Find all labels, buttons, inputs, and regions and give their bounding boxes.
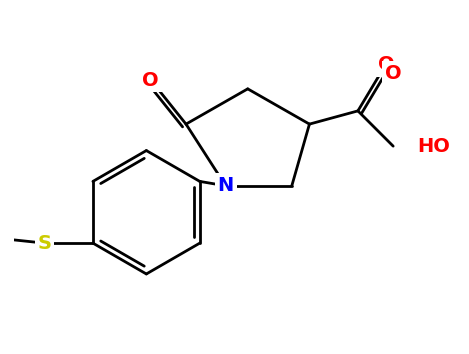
Text: N: N <box>218 176 234 195</box>
Text: HO: HO <box>417 137 450 156</box>
Text: O: O <box>378 55 395 74</box>
Text: S: S <box>38 234 52 253</box>
Text: O: O <box>143 70 159 90</box>
Text: O: O <box>385 64 401 83</box>
